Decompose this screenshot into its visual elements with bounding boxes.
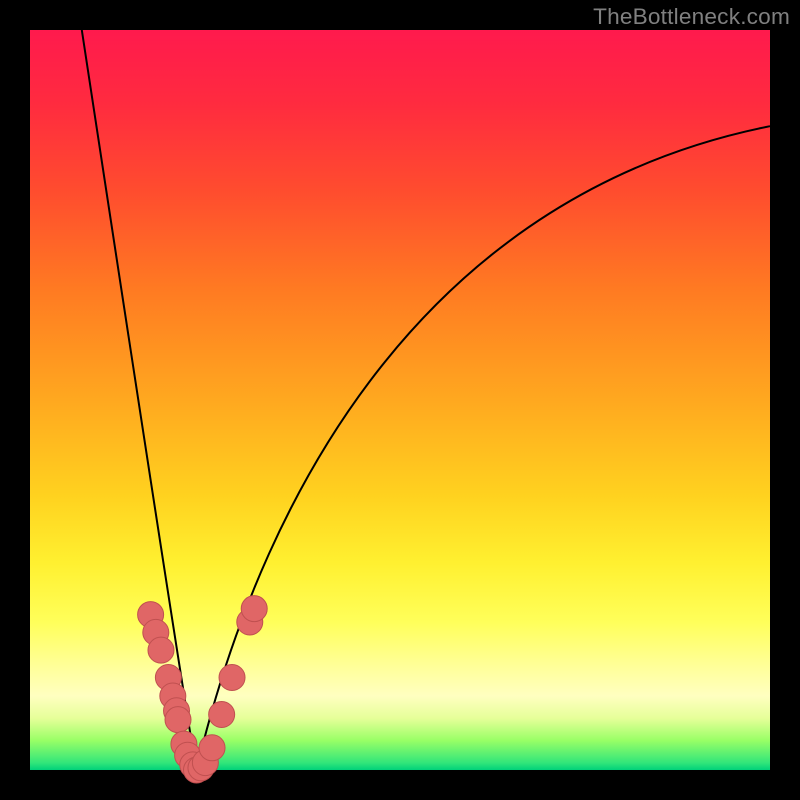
data-marker xyxy=(148,637,174,663)
data-marker xyxy=(165,707,191,733)
data-marker xyxy=(209,702,235,728)
plot-background xyxy=(30,30,770,770)
chart-canvas: TheBottleneck.com xyxy=(0,0,800,800)
data-marker xyxy=(199,735,225,761)
bottleneck-chart xyxy=(0,0,800,800)
data-marker xyxy=(241,596,267,622)
data-marker xyxy=(219,665,245,691)
watermark-text: TheBottleneck.com xyxy=(593,4,790,30)
